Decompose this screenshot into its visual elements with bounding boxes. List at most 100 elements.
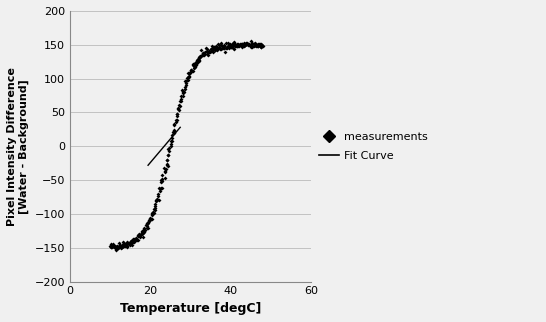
Point xyxy=(200,52,209,57)
Point xyxy=(192,62,200,67)
Point xyxy=(145,216,154,221)
Point xyxy=(140,228,149,233)
Point xyxy=(219,44,228,49)
Point xyxy=(209,45,217,51)
Point xyxy=(209,50,217,55)
Point xyxy=(160,165,169,170)
Point xyxy=(145,218,153,223)
Point xyxy=(241,43,250,48)
Point xyxy=(183,71,192,76)
Point xyxy=(151,206,159,211)
Point xyxy=(246,44,255,49)
Point xyxy=(210,47,219,52)
Point xyxy=(223,43,232,48)
Point xyxy=(192,59,201,64)
Point xyxy=(181,87,189,92)
Point xyxy=(139,228,148,233)
Point xyxy=(225,43,234,48)
Point xyxy=(149,211,158,216)
Point xyxy=(111,247,120,252)
Point xyxy=(220,45,229,51)
Point xyxy=(116,245,125,251)
Point xyxy=(173,112,181,117)
Point xyxy=(114,246,122,251)
Point xyxy=(237,42,246,47)
Point xyxy=(252,43,260,49)
Point xyxy=(109,245,118,250)
Point xyxy=(111,245,120,250)
Point xyxy=(135,232,144,237)
Point xyxy=(176,103,185,109)
Point xyxy=(251,42,259,47)
Point xyxy=(158,177,167,182)
Point xyxy=(146,215,155,221)
Point xyxy=(240,43,248,49)
Point xyxy=(129,237,138,242)
Point xyxy=(192,60,200,65)
Point xyxy=(169,131,178,136)
Point xyxy=(236,41,245,46)
Point xyxy=(252,43,261,48)
Point xyxy=(116,243,124,248)
Point xyxy=(107,242,116,247)
Point xyxy=(212,44,221,50)
Point xyxy=(242,40,251,45)
Point xyxy=(126,241,134,246)
Point xyxy=(192,61,201,66)
Point xyxy=(203,52,212,58)
Point xyxy=(151,201,160,206)
Point xyxy=(253,43,262,48)
Point xyxy=(176,99,185,104)
Point xyxy=(222,41,230,46)
Point xyxy=(167,142,176,147)
Point xyxy=(113,243,122,248)
Point xyxy=(141,223,150,228)
Point xyxy=(193,58,202,63)
Point xyxy=(203,47,211,52)
Point xyxy=(213,47,222,52)
Point xyxy=(147,216,156,221)
Point xyxy=(258,43,267,48)
Point xyxy=(140,227,149,232)
Point xyxy=(246,43,254,48)
Point xyxy=(254,42,263,47)
Point xyxy=(127,239,135,244)
Point xyxy=(171,119,180,124)
Point xyxy=(246,42,255,47)
Point xyxy=(204,50,213,55)
Point xyxy=(201,50,210,55)
Point xyxy=(209,48,217,53)
Point xyxy=(229,40,238,45)
Point xyxy=(168,135,177,140)
Point xyxy=(257,45,265,50)
Point xyxy=(167,139,175,144)
Point xyxy=(154,193,163,198)
Point xyxy=(107,243,116,248)
Point xyxy=(138,228,147,233)
Point xyxy=(208,43,217,48)
Point xyxy=(212,44,221,49)
Point xyxy=(112,245,121,250)
Point xyxy=(118,243,127,249)
Point xyxy=(173,111,182,117)
Point xyxy=(239,42,248,47)
Point xyxy=(231,44,240,49)
Point xyxy=(118,243,127,248)
Point xyxy=(146,216,155,222)
Point xyxy=(174,105,182,110)
Point xyxy=(223,41,232,46)
Point xyxy=(115,244,124,249)
Point xyxy=(247,39,256,44)
Point xyxy=(233,41,241,46)
Point xyxy=(156,186,164,191)
Point xyxy=(185,74,194,79)
Point xyxy=(258,43,267,49)
Point xyxy=(116,243,125,248)
Point xyxy=(231,42,240,47)
Point xyxy=(186,68,195,73)
Point xyxy=(229,39,238,44)
Point xyxy=(175,102,183,108)
Point xyxy=(245,41,253,46)
Point xyxy=(151,203,159,208)
Point xyxy=(182,82,191,87)
